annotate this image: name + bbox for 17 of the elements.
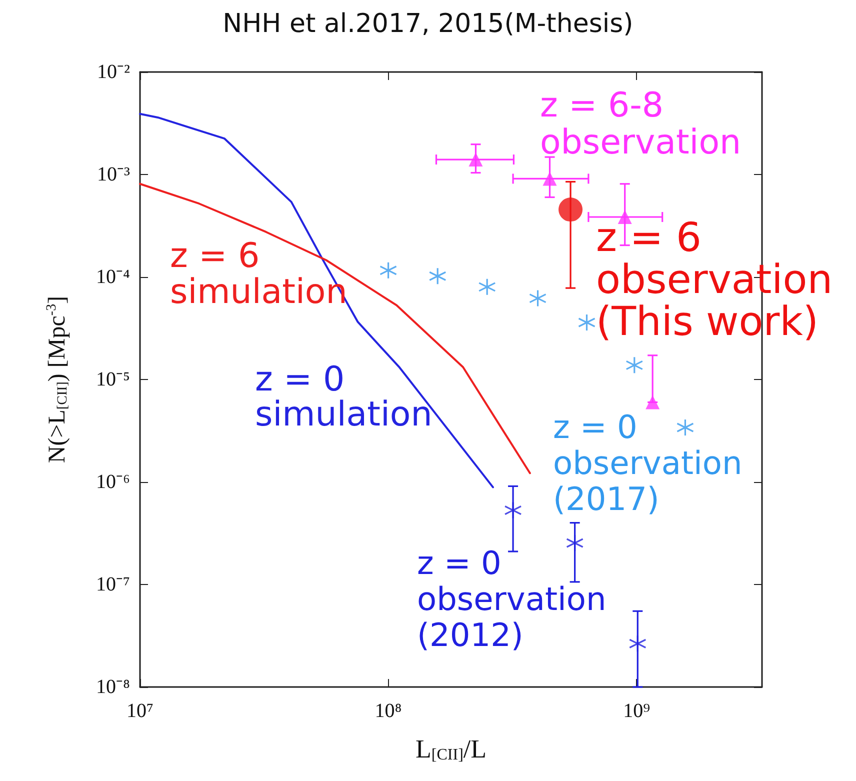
y-tick-label: 10⁻³	[97, 164, 130, 186]
series-label: z = 0 observation (2012)	[417, 544, 606, 654]
series-label: z = 6-8 observation	[540, 86, 742, 162]
y-tick-label: 10⁻⁸	[96, 676, 130, 698]
x-axis-title: L[CII]/L	[416, 734, 486, 764]
x-tick-label: 10⁷	[126, 700, 154, 722]
x-tick-label: 10⁸	[374, 700, 402, 722]
y-tick-label: 10⁻⁴	[96, 266, 130, 288]
x-tick-label: 10⁹	[623, 700, 650, 722]
y-axis-title: N(>L[CII]) [Mpc-3]	[44, 296, 70, 464]
y-tick-label: 10⁻⁶	[96, 471, 130, 493]
y-tick-label: 10⁻⁷	[96, 574, 130, 596]
chart-title: NHH et al.2017, 2015(M-thesis)	[222, 9, 634, 39]
y-tick-label: 10⁻⁵	[96, 368, 130, 390]
series-label: z = 0 simulation	[255, 360, 432, 434]
y-tick-label: 10⁻²	[97, 61, 130, 83]
series-label: z = 0 observation (2017)	[553, 408, 742, 518]
